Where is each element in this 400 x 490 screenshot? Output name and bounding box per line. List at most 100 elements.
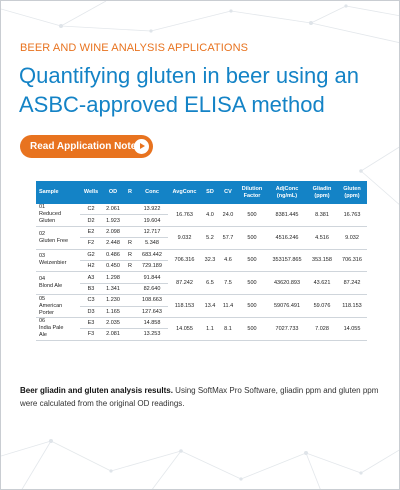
table-row: B3 1.341 82.640 bbox=[36, 283, 367, 296]
sd-cell: 13.4 bbox=[201, 294, 219, 318]
adjconc-cell: 59076.491 bbox=[267, 294, 307, 318]
conc-cell: 19.604 bbox=[136, 214, 168, 227]
gluten-cell: 9.032 bbox=[337, 226, 367, 250]
table-row: D3 1.165 127.643 bbox=[36, 306, 367, 318]
wells-cell: G2 bbox=[80, 249, 102, 261]
r-flag-cell bbox=[124, 271, 136, 284]
r-flag-cell bbox=[124, 214, 136, 227]
read-application-note-button[interactable]: Read Application Note bbox=[20, 135, 153, 158]
dilution-cell: 500 bbox=[237, 204, 267, 227]
adjconc-cell: 7027.733 bbox=[267, 317, 307, 341]
table-row: F2 2.448 R 5.348 bbox=[36, 237, 367, 250]
cta-label: Read Application Note bbox=[30, 141, 137, 152]
wells-cell: D2 bbox=[80, 214, 102, 227]
table-header-row: Sample Wells OD R Conc AvgConc SD CV Dilution Fa… bbox=[36, 181, 367, 204]
dilution-cell: 500 bbox=[237, 271, 267, 296]
cv-cell: 11.4 bbox=[219, 294, 237, 318]
r-flag-cell bbox=[124, 306, 136, 318]
wells-cell: E3 bbox=[80, 317, 102, 330]
od-cell: 2.035 bbox=[102, 317, 124, 330]
od-cell: 0.450 bbox=[102, 260, 124, 273]
sample-cell: 02 Gluten Free bbox=[36, 226, 80, 250]
gluten-cell: 87.242 bbox=[337, 271, 367, 296]
cv-cell: 7.5 bbox=[219, 271, 237, 296]
dilution-cell: 500 bbox=[237, 226, 267, 250]
sample-cell: 01 Reduced Gluten bbox=[36, 204, 80, 227]
wells-cell: A3 bbox=[80, 271, 102, 284]
conc-cell: 108.663 bbox=[136, 294, 168, 307]
sample-cell: 06 India Pale Ale bbox=[36, 317, 80, 341]
cv-cell: 8.1 bbox=[219, 317, 237, 341]
table-row: 04 Blond Ale A3 1.298 91.844 87.242 6.5 7.5 500… bbox=[36, 271, 367, 296]
avgconc-cell: 16.763 bbox=[168, 204, 201, 227]
od-cell: 0.486 bbox=[102, 249, 124, 261]
adjconc-cell: 4516.246 bbox=[267, 226, 307, 250]
dilution-cell: 500 bbox=[237, 294, 267, 318]
conc-cell: 12.717 bbox=[136, 226, 168, 239]
wells-cell: F2 bbox=[80, 237, 102, 250]
gliadin-cell: 7.028 bbox=[307, 317, 337, 341]
od-cell: 2.061 bbox=[102, 204, 124, 216]
od-cell: 1.341 bbox=[102, 283, 124, 296]
adjconc-cell: 8381.445 bbox=[267, 204, 307, 227]
dilution-cell: 500 bbox=[237, 249, 267, 273]
od-cell: 1.923 bbox=[102, 214, 124, 227]
avgconc-cell: 14.055 bbox=[168, 317, 201, 341]
column-header: CV bbox=[219, 181, 237, 204]
r-flag-cell bbox=[124, 328, 136, 341]
table-row: 02 Gluten Free E2 2.098 12.717 9.032 5.2 57.7 5… bbox=[36, 226, 367, 250]
column-header: SD bbox=[201, 181, 219, 204]
sd-cell: 5.2 bbox=[201, 226, 219, 250]
column-header: AvgConc bbox=[168, 181, 201, 204]
r-flag-cell bbox=[124, 226, 136, 239]
od-cell: 2.081 bbox=[102, 328, 124, 341]
gliadin-cell: 59.076 bbox=[307, 294, 337, 318]
avgconc-cell: 9.032 bbox=[168, 226, 201, 250]
results-table: Sample Wells OD R Conc AvgConc SD CV Dilution Fa… bbox=[36, 181, 367, 341]
sd-cell: 32.3 bbox=[201, 249, 219, 273]
r-flag-cell bbox=[124, 204, 136, 216]
gliadin-cell: 4.516 bbox=[307, 226, 337, 250]
gliadin-cell: 353.158 bbox=[307, 249, 337, 273]
r-flag-cell bbox=[124, 283, 136, 296]
sd-cell: 6.5 bbox=[201, 271, 219, 296]
od-cell: 1.165 bbox=[102, 306, 124, 318]
wells-cell: F3 bbox=[80, 328, 102, 341]
column-header: Dilution Factor bbox=[237, 181, 267, 204]
gluten-cell: 118.153 bbox=[337, 294, 367, 318]
avgconc-cell: 118.153 bbox=[168, 294, 201, 318]
avgconc-cell: 706.316 bbox=[168, 249, 201, 273]
sd-cell: 1.1 bbox=[201, 317, 219, 341]
conc-cell: 13.253 bbox=[136, 328, 168, 341]
column-header: Wells bbox=[80, 181, 102, 204]
page-title: Quantifying gluten in beer using an ASBC… bbox=[19, 63, 360, 117]
sample-cell: 03 Weizenbier bbox=[36, 249, 80, 273]
table-row: F3 2.081 13.253 bbox=[36, 328, 367, 341]
conc-cell: 683.442 bbox=[136, 249, 168, 261]
od-cell: 2.098 bbox=[102, 226, 124, 239]
conc-cell: 14.858 bbox=[136, 317, 168, 330]
table-row: D2 1.923 19.604 bbox=[36, 214, 367, 227]
adjconc-cell: 353157.865 bbox=[267, 249, 307, 273]
caption-text: Using SoftMax Pro Software, gliadin ppm … bbox=[20, 386, 379, 408]
sd-cell: 4.0 bbox=[201, 204, 219, 227]
wells-cell: C3 bbox=[80, 294, 102, 307]
table-caption: Beer gliadin and gluten analysis results… bbox=[20, 384, 386, 410]
avgconc-cell: 87.242 bbox=[168, 271, 201, 296]
column-header: AdjConc (ng/mL) bbox=[267, 181, 307, 204]
conc-cell: 13.922 bbox=[136, 204, 168, 216]
conc-cell: 729.189 bbox=[136, 260, 168, 273]
od-cell: 1.230 bbox=[102, 294, 124, 307]
r-flag-cell: R bbox=[124, 237, 136, 250]
r-flag-cell: R bbox=[124, 260, 136, 273]
adjconc-cell: 43620.893 bbox=[267, 271, 307, 296]
conc-cell: 82.640 bbox=[136, 283, 168, 296]
wells-cell: E2 bbox=[80, 226, 102, 239]
gluten-cell: 16.763 bbox=[337, 204, 367, 227]
cv-cell: 4.6 bbox=[219, 249, 237, 273]
play-icon bbox=[134, 139, 149, 154]
category-eyebrow: BEER AND WINE ANALYSIS APPLICATIONS bbox=[20, 42, 249, 54]
table-row: 05 American Porter C3 1.230 108.663 118.153 1… bbox=[36, 294, 367, 318]
wells-cell: C2 bbox=[80, 204, 102, 216]
